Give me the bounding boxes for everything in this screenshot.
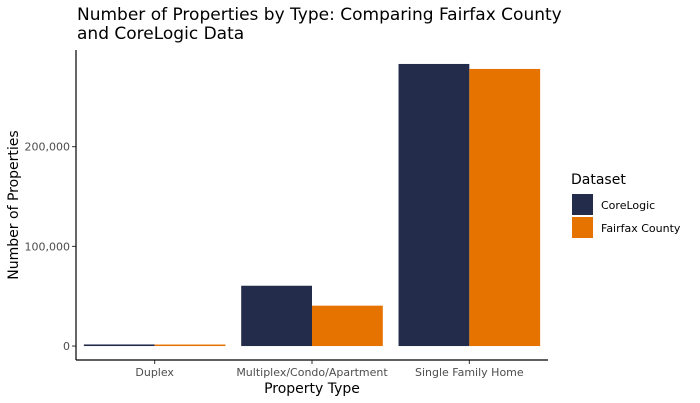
y-axis-title: Number of Properties	[6, 130, 22, 279]
x-axis-ticks: Duplex Multiplex/Condo/Apartment Single Fa…	[135, 360, 524, 379]
x-axis-title: Property Type	[264, 381, 360, 397]
legend-title: Dataset	[571, 172, 626, 188]
bar-corelogic-2	[398, 63, 470, 347]
legend-label-corelogic: CoreLogic	[601, 199, 655, 212]
bar-corelogic-0	[83, 344, 155, 347]
x-tick-label: Duplex	[135, 366, 174, 379]
legend-swatch-corelogic	[572, 194, 593, 215]
bar-fairfax-county-1	[312, 305, 383, 347]
bar-fairfax-county-2	[469, 68, 541, 347]
bar-fairfax-county-0	[154, 344, 226, 347]
chart-title-line-1: Number of Properties by Type: Comparing …	[77, 5, 562, 25]
x-tick-label: Single Family Home	[415, 366, 524, 379]
y-tick-label: 200,000	[25, 141, 71, 154]
bars	[83, 63, 541, 347]
legend-swatch-fairfax-county	[572, 217, 593, 238]
legend: Dataset CoreLogic Fairfax County	[571, 172, 681, 238]
x-tick-label: Multiplex/Condo/Apartment	[236, 366, 388, 379]
y-tick-label: 100,000	[25, 240, 71, 253]
legend-label-fairfax-county: Fairfax County	[601, 222, 681, 235]
y-axis-ticks: 0 100,000 200,000	[25, 141, 76, 353]
y-tick-label: 0	[63, 340, 70, 353]
bar-corelogic-1	[241, 285, 312, 347]
chart-title-line-2: and CoreLogic Data	[77, 24, 244, 44]
